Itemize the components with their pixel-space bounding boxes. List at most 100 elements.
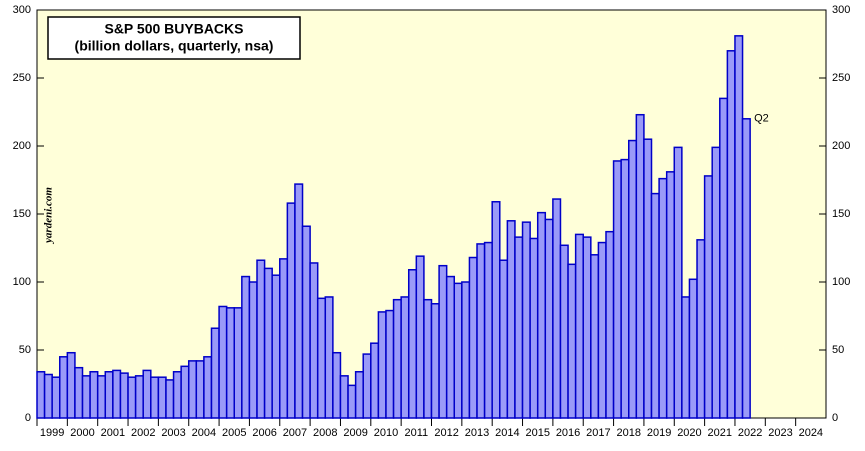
bar [499,259,509,419]
y-tick-label: 300 [13,4,31,16]
bar [127,376,137,419]
bar [476,243,486,419]
x-tick-label: 2023 [768,427,792,439]
bar [233,307,243,419]
bar [521,221,531,419]
bar [582,236,592,419]
bar [286,202,296,419]
x-tick-label: 2021 [708,427,732,439]
bar [263,267,273,419]
x-tick-label: 1999 [40,427,64,439]
bar [104,371,114,419]
bar [605,230,615,419]
bar [559,244,569,419]
x-tick-label: 2014 [495,427,519,439]
x-tick-label: 2003 [161,427,185,439]
x-tick-label: 2022 [738,427,762,439]
bar [36,371,46,419]
bar [324,296,334,419]
x-tick-label: 2007 [283,427,307,439]
bar [347,384,357,419]
bar [248,281,258,419]
bar [567,263,577,419]
bar [491,201,501,419]
x-tick-label: 2005 [222,427,246,439]
x-tick-label: 2001 [101,427,125,439]
bar [370,342,380,419]
x-tick-label: 2008 [313,427,337,439]
bar [719,97,729,419]
bar [468,256,478,419]
bar [172,371,182,419]
y-tick-label: 200 [13,140,31,152]
y-tick-label: 150 [13,208,31,220]
bar [256,259,266,419]
bar [407,269,418,419]
x-tick-label: 2000 [70,427,94,439]
bar [43,373,53,419]
bar [59,356,69,419]
bar [643,138,653,419]
bar [574,233,584,419]
x-tick-label: 2004 [192,427,216,439]
bar [354,371,364,419]
bar [180,365,190,419]
chart-subtitle: (billion dollars, quarterly, nsa) [75,38,274,54]
bar [711,146,721,419]
bar [119,372,129,419]
y2-tick-label: 200 [832,140,850,152]
bar [650,192,660,419]
title-box [47,16,301,60]
bar [544,218,554,419]
x-tick-label: 2015 [525,427,549,439]
bar [552,198,562,419]
y2-tick-label: 250 [832,72,850,84]
annotation: Q2 [754,113,769,125]
x-tick-label: 2012 [434,427,458,439]
bar [195,360,205,419]
bar [688,278,698,419]
bar [430,303,440,419]
bar [96,375,107,419]
y2-tick-label: 100 [832,276,850,288]
bar [590,254,600,419]
watermark: yardeni.com [43,187,55,245]
bar [635,113,645,419]
x-tick-label: 2006 [252,427,276,439]
x-tick-label: 2010 [374,427,398,439]
bar [741,118,751,419]
bar [514,236,524,419]
y2-tick-label: 50 [832,344,844,356]
bar [142,369,152,419]
bar [703,175,713,419]
y2-tick-label: 150 [832,208,850,220]
bar [74,366,84,419]
x-tick-label: 2019 [647,427,671,439]
bar [529,237,539,419]
bar [271,274,281,419]
x-tick-label: 2009 [343,427,367,439]
bar [665,171,676,419]
bar [279,258,289,419]
bar [673,146,683,419]
bar [453,282,463,419]
x-tick-label: 2016 [556,427,580,439]
bar [438,264,448,419]
bar [301,225,311,419]
bar [241,275,251,419]
bar [400,296,410,419]
bar [423,298,433,419]
bar [339,375,349,419]
bar [681,296,691,419]
bar [157,376,167,419]
x-tick-label: 2020 [677,427,701,439]
bar [734,35,744,419]
x-tick-label: 2018 [617,427,641,439]
bar [210,327,220,419]
bar [385,309,395,419]
y-tick-label: 50 [19,344,31,356]
bar [377,311,387,419]
bar [483,241,493,419]
x-tick-label: 2017 [586,427,610,439]
